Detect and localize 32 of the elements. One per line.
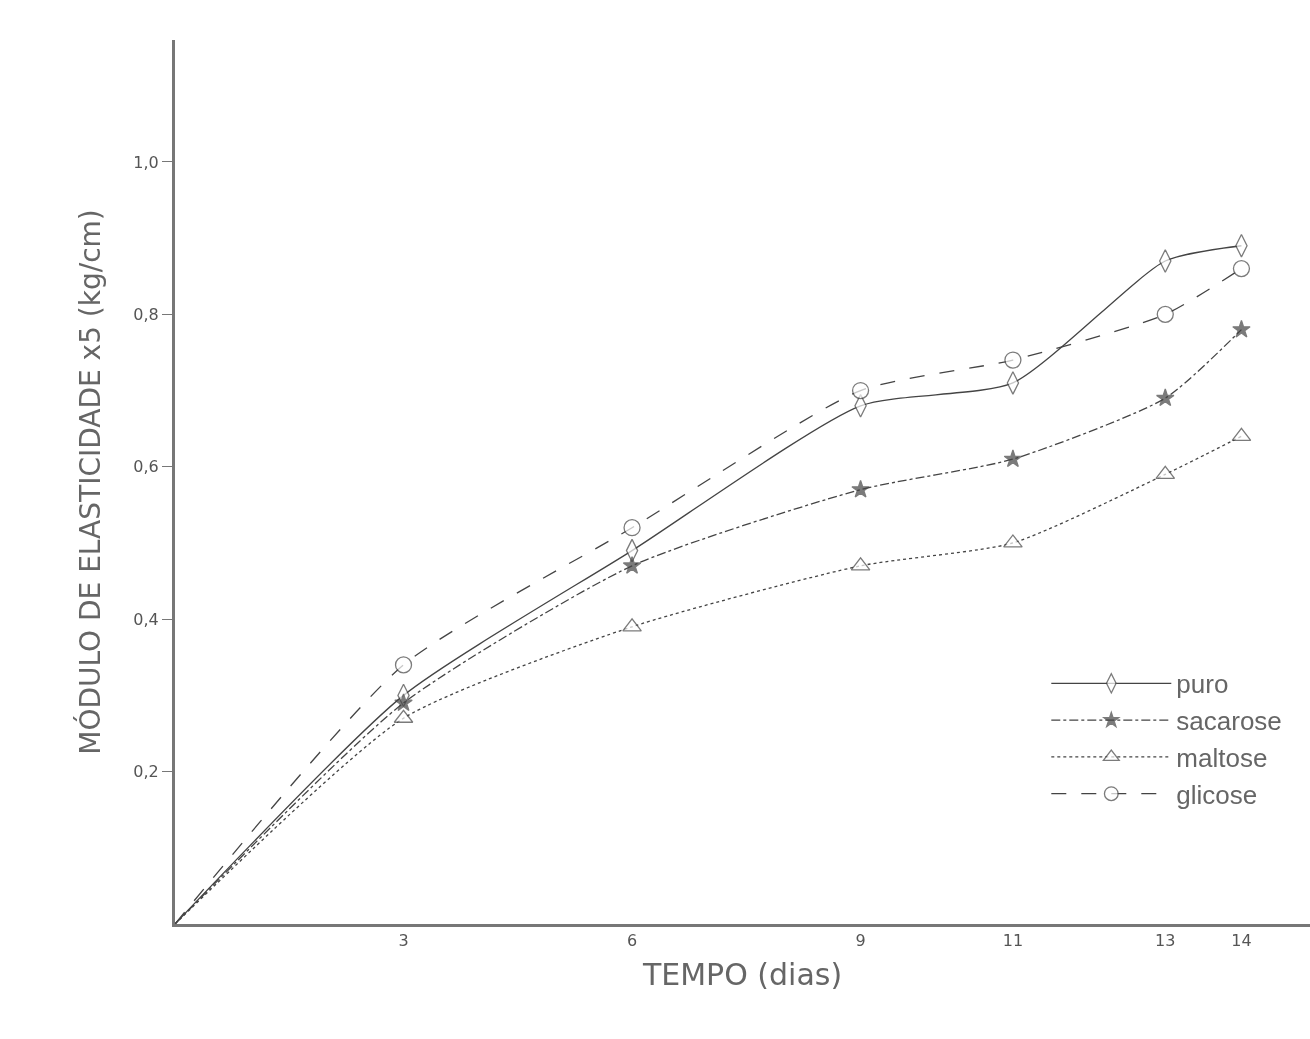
y-tick-label: 0,2: [133, 762, 159, 782]
x-tick-label: 11: [1002, 931, 1024, 951]
x-tick-label: 9: [855, 931, 866, 951]
point: [1156, 305, 1174, 323]
point: [394, 656, 413, 674]
point: [1155, 388, 1175, 407]
y-tick-label: 0,8: [133, 304, 159, 324]
legend-label: glicose: [1176, 779, 1258, 810]
x-tick-label: 13: [1155, 931, 1176, 951]
y-tick-label: 1,0: [133, 152, 159, 172]
x-tick-label: 3: [398, 931, 409, 951]
legend-label: puro: [1176, 669, 1229, 700]
point: [1003, 534, 1023, 548]
y-tick-label: 0,4: [133, 609, 159, 629]
point: [394, 693, 413, 712]
point: [851, 479, 870, 498]
point: [1232, 319, 1251, 338]
point: [1232, 259, 1251, 278]
y-axis-title: MÓDULO DE ELASTICIDADE x5 (kg/cm): [73, 209, 108, 755]
legend-label: sacarose: [1176, 706, 1282, 737]
x-tick-label: 14: [1231, 931, 1252, 951]
point: [1004, 351, 1022, 369]
y-tick-label: 0,6: [133, 457, 159, 477]
point: [623, 519, 641, 537]
x-axis-title: TEMPO (dias): [641, 956, 843, 992]
point: [622, 618, 642, 632]
point: [851, 381, 870, 400]
legend-label: maltose: [1176, 743, 1268, 774]
x-tick-label: 6: [626, 931, 638, 951]
point: [1155, 465, 1176, 480]
point: [1003, 449, 1023, 468]
point: [622, 556, 642, 574]
